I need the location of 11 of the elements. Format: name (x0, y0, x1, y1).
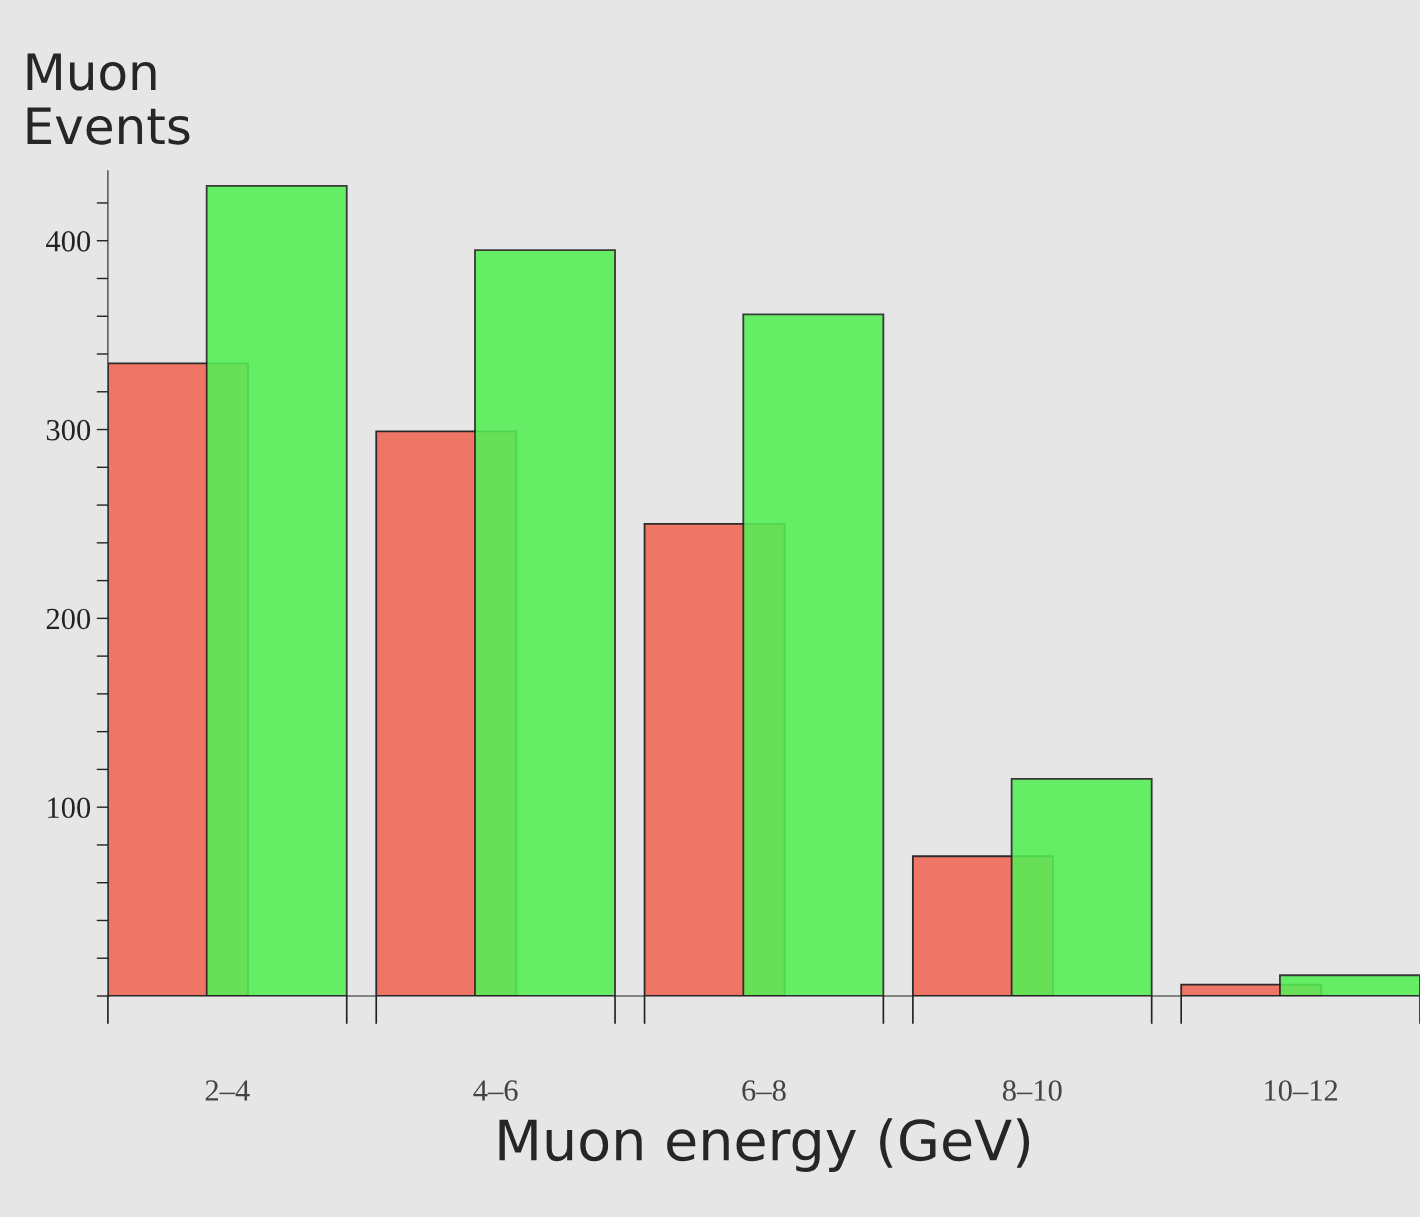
y-tick-label: 100 (48, 797, 91, 819)
y-axis-title: Muon Events (27, 53, 190, 145)
x-tick-label: 2–4 (205, 1080, 250, 1101)
y-tick-label: 300 (46, 419, 91, 441)
x-tick-label: 4–6 (473, 1080, 518, 1101)
x-tick-label: 8–10 (1002, 1080, 1062, 1101)
y-tick-label: 400 (46, 231, 91, 252)
x-tick-label: 6–8 (742, 1080, 786, 1101)
x-tick-label: 10–12 (1265, 1080, 1338, 1101)
x-axis-title: Muon energy (GeV) (499, 1118, 1030, 1172)
y-tick-label: 200 (46, 608, 91, 630)
